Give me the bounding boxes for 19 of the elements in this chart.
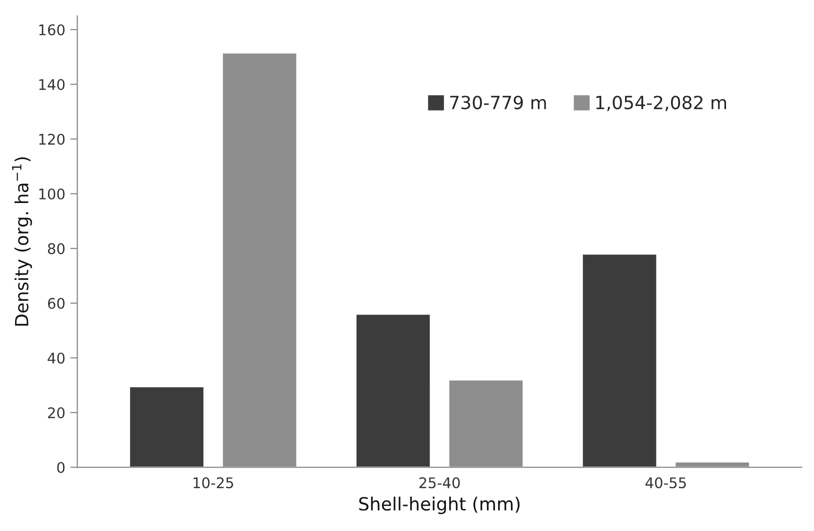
x-tick-label: 10-25 <box>194 477 234 488</box>
y-tick-label: 40 <box>48 352 65 364</box>
y-tick-label: 160 <box>39 24 65 36</box>
y-tick-label: 0 <box>57 462 65 474</box>
y-tick-label: 120 <box>39 134 65 145</box>
legend-label: 730-779 m <box>450 96 546 110</box>
bar <box>355 313 432 468</box>
legend-label: 1,054-2,082 m <box>596 96 726 112</box>
y-axis-title: Density (org. ha$^{−1}$) <box>12 157 32 326</box>
y-tick-label: 80 <box>48 243 65 254</box>
x-tick-label: 40-55 <box>645 477 686 488</box>
x-tick-label: 25-40 <box>419 477 460 488</box>
y-tick-label: 100 <box>39 188 65 200</box>
y-tick-label: 20 <box>48 407 65 418</box>
y-tick-label: 140 <box>39 79 65 90</box>
bar <box>128 386 205 468</box>
y-tick-label: 60 <box>48 298 65 309</box>
bar <box>581 253 658 468</box>
x-axis-title: Shell-height (mm) <box>359 496 520 514</box>
